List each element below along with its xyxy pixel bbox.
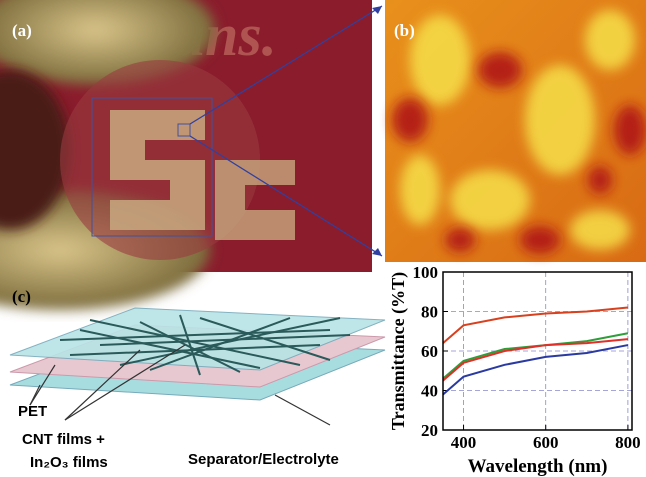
y-axis-title: Transmittance (%T) — [388, 272, 409, 430]
panel-label: (a) — [12, 21, 32, 40]
schematic — [10, 308, 385, 425]
x-tick-label: 400 — [451, 433, 477, 452]
figure: ans. — [0, 0, 646, 477]
x-axis-title: Wavelength (nm) — [468, 456, 608, 477]
y-tick-label: 60 — [421, 342, 438, 361]
panel-label: (b) — [394, 21, 415, 40]
x-tick-label: 600 — [533, 433, 559, 452]
label: Separator/Electrolyte — [188, 451, 339, 468]
label: CNT films + — [22, 431, 105, 448]
panel-label: (c) — [12, 287, 31, 306]
y-tick-label: 100 — [413, 263, 439, 282]
chart: 20 40 60 80 100 400 600 800 Wavelength (nm) Trans… — [388, 263, 641, 477]
afm-image — [385, 0, 646, 262]
y-tick-label: 40 — [421, 382, 438, 401]
label: PET — [18, 403, 47, 420]
y-tick-label: 20 — [421, 421, 438, 440]
y-tick-label: 80 — [421, 303, 438, 322]
x-tick-label: 800 — [615, 433, 641, 452]
label: In₂O₃ films — [30, 454, 108, 471]
